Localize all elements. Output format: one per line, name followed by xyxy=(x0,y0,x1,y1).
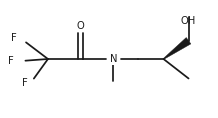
Text: OH: OH xyxy=(181,16,196,26)
Polygon shape xyxy=(163,38,191,59)
Text: F: F xyxy=(8,56,13,66)
Text: F: F xyxy=(22,78,28,88)
Text: O: O xyxy=(77,21,84,31)
Text: F: F xyxy=(11,33,17,43)
Text: N: N xyxy=(110,54,117,64)
